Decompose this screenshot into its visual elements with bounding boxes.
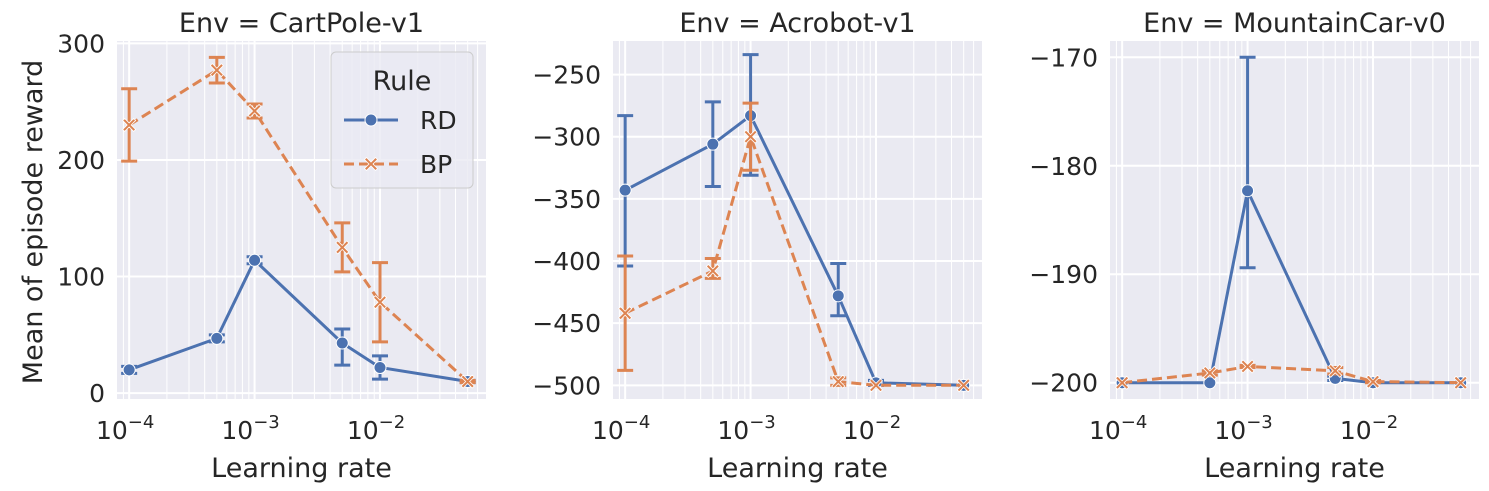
y-tick-label: −170 [1029, 43, 1098, 72]
x-tick-label: 10−4 [96, 412, 154, 445]
data-point [122, 117, 137, 133]
series-bp [1115, 359, 1468, 390]
x-tick-label: 10−3 [717, 412, 775, 445]
y-tick-label: −400 [532, 247, 601, 276]
y-tick-label: −300 [532, 123, 601, 152]
series-line-rd [128, 258, 468, 383]
data-point [1365, 374, 1381, 389]
series-bp [617, 101, 971, 393]
panel-title: Env = CartPole-v1 [179, 8, 424, 39]
data-point [335, 240, 350, 255]
y-tick-label: 300 [57, 29, 105, 58]
data-point [209, 63, 224, 78]
data-point [335, 336, 349, 350]
data-point [706, 137, 720, 151]
data-point [460, 374, 475, 389]
y-tick-label: −350 [532, 185, 601, 214]
x-tick-label: 10−4 [1089, 412, 1147, 445]
series-line-rd [1122, 189, 1461, 385]
data-point [247, 103, 262, 119]
data-point [1240, 359, 1255, 374]
x-tick-label: 10−2 [1340, 412, 1398, 445]
legend-marker [363, 156, 379, 172]
data-point [831, 374, 846, 389]
plot-area [1110, 41, 1479, 399]
panel-title: Env = MountainCar-v0 [1143, 8, 1446, 39]
panel-1: 10−4 10−3 10−2 0 100 200 300 Env = CartPole-v1 L… [57, 8, 486, 484]
y-tick-label: −450 [532, 309, 601, 338]
data-point [868, 378, 884, 393]
legend: Rule RD BP [330, 51, 474, 189]
plot-area [613, 41, 982, 399]
data-point [1115, 375, 1130, 390]
series-bp [121, 55, 476, 389]
data-point [1328, 363, 1343, 378]
y-tick-label: −190 [1029, 260, 1098, 289]
legend-box [330, 51, 474, 189]
data-point [122, 363, 136, 377]
data-point [248, 253, 262, 267]
panel-2: 10−4 10−3 10−2 −250 −300 −350 −400 −450 −500 Env … [532, 8, 982, 484]
y-tick-label: −180 [1029, 152, 1098, 181]
data-point [372, 295, 388, 310]
y-tick-label: 200 [57, 146, 105, 175]
x-tick-label: 10−3 [1214, 412, 1272, 445]
y-axis-label: Mean of episode reward [18, 60, 49, 384]
data-point [1202, 365, 1217, 381]
data-point [705, 263, 720, 279]
legend-label-bp: BP [420, 150, 452, 179]
data-point [1203, 376, 1217, 390]
x-axis-label: Learning rate [707, 453, 888, 484]
y-tick-label: −250 [532, 61, 601, 90]
series-line-bp [624, 135, 964, 387]
panel-3: 10−4 10−3 10−2 −170 −180 −190 −200 Env = Mounta… [1029, 8, 1479, 484]
series-line-bp [1122, 365, 1461, 385]
data-point [1453, 375, 1468, 390]
panel-title: Env = Acrobot-v1 [679, 8, 915, 39]
data-point [618, 183, 632, 197]
legend-label-rd: RD [420, 106, 457, 135]
series-line-rd [624, 114, 964, 387]
data-point [743, 129, 758, 144]
x-tick-label: 10−2 [843, 412, 901, 445]
y-tick-label: −200 [1029, 369, 1098, 398]
series-rd [121, 253, 476, 389]
data-point [210, 331, 224, 345]
series-line-bp [128, 68, 469, 383]
y-tick-label: 0 [89, 379, 105, 408]
x-tick-label: 10−2 [347, 412, 405, 445]
legend-title: Rule [373, 66, 432, 97]
legend-marker [364, 113, 378, 127]
data-point [831, 289, 845, 303]
data-point [373, 361, 387, 375]
y-tick-label: 100 [57, 263, 105, 292]
x-tick-label: 10−4 [592, 412, 650, 445]
x-tick-label: 10−3 [221, 412, 279, 445]
data-point [618, 306, 633, 321]
y-tick-label: −500 [532, 371, 601, 400]
data-point [1241, 184, 1255, 198]
data-point [956, 378, 971, 393]
x-axis-label: Learning rate [1204, 453, 1385, 484]
x-axis-label: Learning rate [211, 453, 392, 484]
